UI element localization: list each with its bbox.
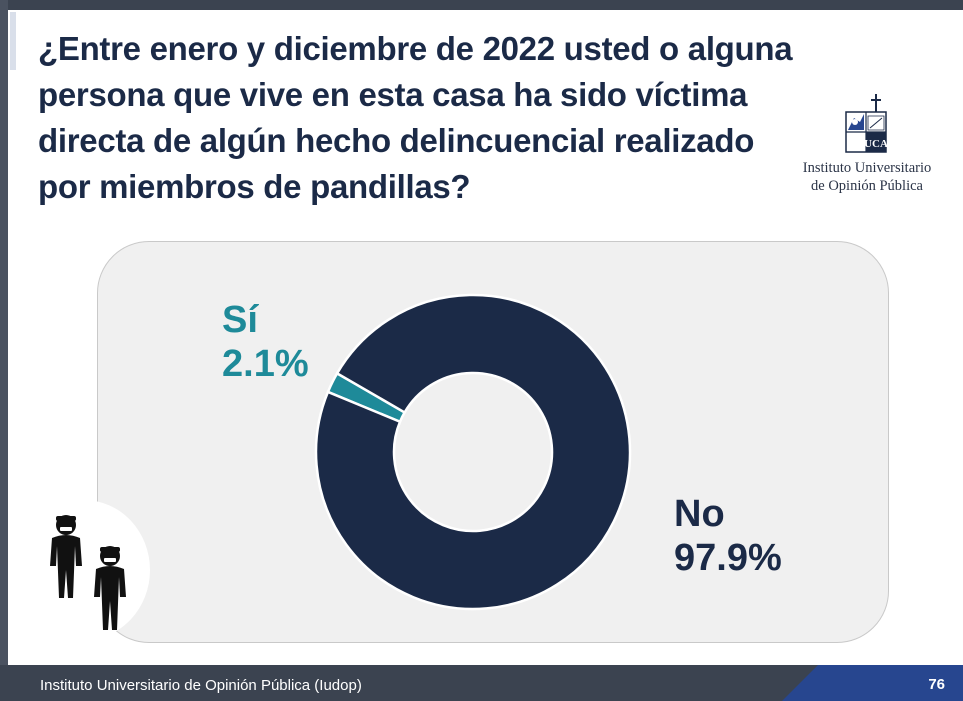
title-accent <box>10 12 16 70</box>
footer: Instituto Universitario de Opinión Públi… <box>0 665 963 701</box>
slice-label-si: Sí 2.1% <box>222 298 309 386</box>
footer-text: Instituto Universitario de Opinión Públi… <box>40 677 362 694</box>
logo-name-line1: Instituto Universitario <box>802 160 932 176</box>
uca-logo-icon: UCA <box>845 94 888 153</box>
slice-label-si-name: Sí <box>222 299 258 341</box>
illustration-circle <box>18 500 150 640</box>
page-number: 76 <box>928 676 945 693</box>
slice-label-no: No 97.9% <box>674 492 782 580</box>
slice-label-no-value: 97.9% <box>674 537 782 579</box>
iudop-logo: UCA Instituto Universitario de Opinión P… <box>792 92 942 195</box>
slice-label-no-name: No <box>674 493 725 535</box>
gang-members-icon <box>50 515 126 630</box>
slide-title: ¿Entre enero y diciembre de 2022 usted o… <box>38 30 793 205</box>
logo-name-line2: de Opinión Pública <box>811 178 923 194</box>
donut-slice-no <box>314 293 632 611</box>
top-bar <box>0 0 963 10</box>
left-strip <box>0 0 8 665</box>
slice-label-si-value: 2.1% <box>222 343 309 385</box>
logo-mark-text: UCA <box>864 138 888 150</box>
